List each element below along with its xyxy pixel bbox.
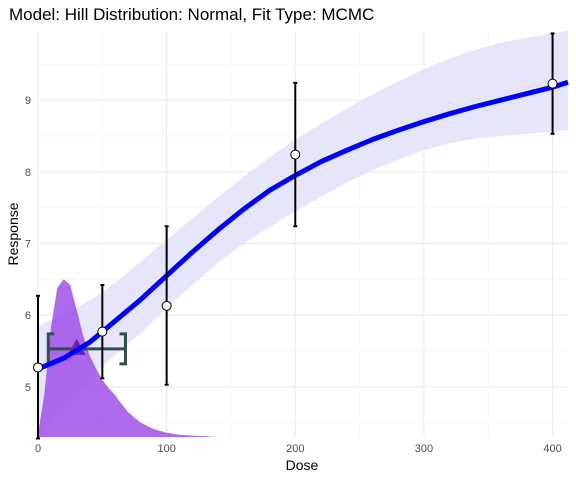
x-axis-title: Dose bbox=[286, 457, 319, 473]
data-point bbox=[97, 326, 108, 337]
y-axis-ticks: 5 6 7 8 9 bbox=[25, 95, 31, 394]
data-point bbox=[547, 78, 558, 89]
y-tick-label: 9 bbox=[25, 95, 31, 107]
observed-points bbox=[33, 78, 558, 373]
data-point bbox=[290, 149, 301, 160]
data-point bbox=[161, 300, 172, 311]
y-tick-label: 6 bbox=[25, 310, 31, 322]
bmd-density-area bbox=[38, 279, 219, 437]
x-tick-label: 100 bbox=[157, 443, 175, 455]
y-tick-label: 5 bbox=[25, 382, 31, 394]
bmd-upper-bracket bbox=[119, 332, 127, 366]
x-tick-label: 300 bbox=[415, 443, 433, 455]
x-tick-label: 0 bbox=[35, 443, 41, 455]
x-tick-label: 400 bbox=[543, 443, 561, 455]
y-tick-label: 7 bbox=[25, 238, 31, 250]
x-tick-label: 200 bbox=[286, 443, 304, 455]
credible-band bbox=[38, 30, 568, 434]
y-axis-title: Response bbox=[5, 202, 21, 265]
fit-line bbox=[37, 79, 569, 372]
chart-title: Model: Hill Distribution: Normal, Fit Ty… bbox=[9, 5, 374, 24]
x-axis-ticks: 0 100 200 300 400 bbox=[35, 443, 562, 455]
y-tick-label: 8 bbox=[25, 167, 31, 179]
data-point bbox=[33, 362, 43, 373]
